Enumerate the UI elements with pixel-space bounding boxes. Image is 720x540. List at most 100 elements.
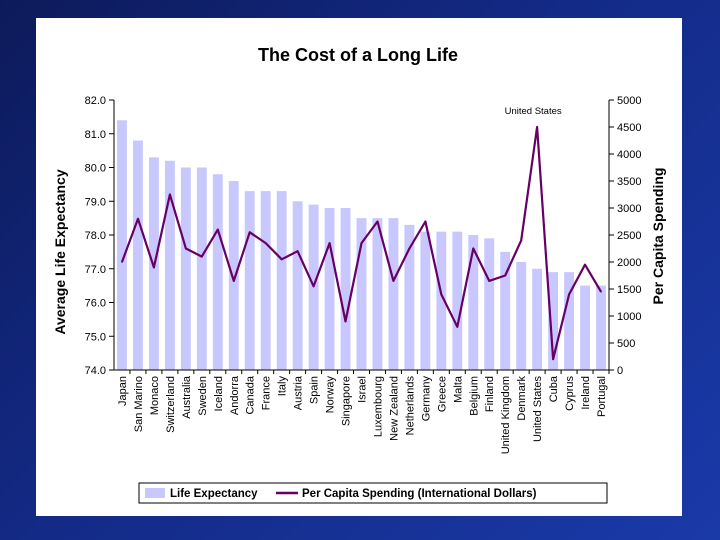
spending-point-9 — [264, 242, 267, 244]
category-label-6: Iceland — [213, 376, 225, 411]
category-label-16: Luxembourg — [372, 376, 384, 437]
bar-16 — [372, 218, 383, 370]
bar-21 — [452, 231, 463, 370]
spending-point-15 — [360, 242, 363, 244]
category-label-15: Israel — [357, 376, 369, 403]
bar-11 — [292, 201, 303, 370]
category-label-4: Australia — [181, 375, 193, 419]
category-label-14: Singapore — [341, 376, 353, 426]
bar-28 — [564, 272, 575, 370]
annotation-label-0: United States — [505, 106, 562, 117]
bar-25 — [516, 262, 527, 370]
y2-tick-label-6: 3000 — [617, 203, 641, 215]
category-label-10: Italy — [277, 376, 289, 397]
legend-swatch-bars — [145, 488, 165, 498]
bar-4 — [180, 167, 191, 370]
spending-point-18 — [408, 247, 411, 250]
spending-point-22 — [472, 247, 475, 250]
bar-27 — [548, 272, 559, 370]
spending-point-19 — [424, 220, 427, 223]
category-label-0: Japan — [117, 376, 129, 406]
spending-point-6 — [216, 228, 219, 231]
y-axis-title: Average Life Expectancy — [52, 169, 68, 334]
spending-point-2 — [153, 266, 155, 269]
spending-point-14 — [344, 320, 347, 323]
y2-tick-label-2: 1000 — [617, 311, 641, 323]
legend-box — [138, 482, 608, 504]
spending-point-29 — [584, 263, 586, 266]
y-tick-label-0: 74.0 — [85, 365, 106, 377]
chart-title: The Cost of a Long Life — [258, 45, 458, 65]
y2-tick-label-7: 3500 — [617, 176, 641, 188]
bar-15 — [356, 218, 367, 370]
category-label-2: Monaco — [149, 376, 161, 415]
chart-card: The Cost of a Long Life Average Life Exp… — [36, 18, 682, 516]
y2-tick-label-0: 0 — [617, 365, 623, 377]
bar-5 — [196, 167, 207, 370]
bar-1 — [133, 140, 143, 370]
spending-point-16 — [376, 220, 379, 223]
spending-point-17 — [392, 280, 395, 282]
bar-24 — [500, 251, 511, 370]
bar-6 — [212, 174, 223, 370]
bar-17 — [388, 218, 399, 370]
category-label-3: Switzerland — [165, 376, 177, 433]
y-tick-label-4: 78.0 — [85, 230, 106, 242]
category-label-23: Finland — [484, 376, 496, 412]
chart-canvas: The Cost of a Long Life Average Life Exp… — [52, 45, 666, 504]
spending-point-24 — [504, 274, 507, 277]
spending-point-30 — [600, 290, 602, 293]
bar-7 — [228, 181, 239, 370]
category-label-9: France — [261, 376, 273, 410]
bar-13 — [324, 208, 335, 370]
category-label-25: Denmark — [516, 376, 528, 421]
category-label-24: United Kingdom — [500, 376, 512, 454]
category-label-12: Spain — [309, 376, 321, 404]
spending-point-0 — [121, 261, 123, 263]
plot-area: 74.0 75.0 76.0 77.0 78.0 79.0 80.0 81.0 82.0 0 500… — [85, 95, 642, 454]
category-label-28: Cyprus — [564, 376, 576, 411]
bar-3 — [164, 160, 175, 370]
bar-23 — [484, 238, 495, 370]
category-label-11: Austria — [293, 375, 305, 410]
bar-14 — [340, 208, 351, 370]
bar-29 — [580, 285, 590, 370]
y-tick-label-7: 81.0 — [85, 129, 106, 141]
bar-9 — [260, 191, 271, 370]
category-label-17: New Zealand — [388, 376, 400, 441]
spending-point-25 — [520, 239, 522, 242]
spending-point-8 — [248, 231, 251, 234]
bar-10 — [276, 191, 287, 370]
bar-0 — [117, 120, 127, 370]
bar-30 — [596, 285, 606, 370]
y2-tick-label-1: 500 — [617, 338, 635, 350]
spending-point-26 — [536, 126, 538, 128]
bar-8 — [244, 191, 255, 370]
bar-20 — [436, 231, 447, 370]
spending-point-23 — [488, 280, 491, 282]
category-label-13: Norway — [325, 376, 337, 414]
category-label-30: Portugal — [596, 376, 608, 417]
spending-point-10 — [280, 258, 283, 261]
legend: Life Expectancy Per Capita Spending (Inte… — [138, 482, 608, 504]
y2-tick-label-3: 1500 — [617, 284, 641, 296]
spending-point-20 — [440, 293, 443, 296]
category-label-20: Greece — [436, 376, 448, 412]
spending-point-4 — [185, 247, 187, 250]
y-tick-label-1: 75.0 — [85, 331, 106, 343]
category-label-7: Andorra — [229, 375, 241, 415]
spending-point-7 — [232, 280, 235, 282]
y-tick-label-5: 79.0 — [85, 196, 106, 208]
spending-point-3 — [169, 193, 171, 196]
spending-point-1 — [137, 218, 139, 220]
y-tick-label-8: 82.0 — [85, 95, 106, 107]
spending-point-11 — [296, 250, 299, 252]
y2-axis-title: Per Capita Spending — [650, 168, 666, 305]
y2-tick-label-4: 2000 — [617, 257, 641, 269]
legend-label-line: Per Capita Spending (International Dolla… — [302, 488, 537, 500]
spending-point-13 — [328, 242, 331, 244]
spending-point-21 — [456, 326, 459, 328]
y-tick-label-2: 76.0 — [85, 298, 106, 310]
y2-tick-label-9: 4500 — [617, 122, 641, 134]
y-tick-label-3: 77.0 — [85, 264, 106, 276]
